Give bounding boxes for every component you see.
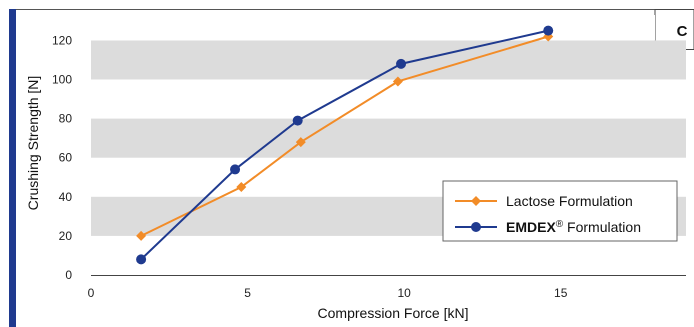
legend-box (442, 180, 678, 242)
x-tick-label: 5 (244, 286, 251, 300)
panel-letter: C (677, 23, 688, 40)
y-tick-label: 100 (52, 73, 72, 87)
data-point (136, 230, 147, 241)
legend: Lactose Formulation EMDEX® Formulation (442, 180, 678, 242)
y-tick-label: 80 (59, 112, 73, 126)
y-tick-label: 0 (65, 268, 72, 282)
series-layer (136, 25, 554, 265)
data-point (236, 182, 247, 193)
data-point (230, 164, 241, 175)
legend-lactose-label: Lactose Formulation (506, 193, 633, 209)
grid-bands (91, 15, 686, 236)
x-tick-labels: 0 5 10 15 (88, 286, 568, 300)
data-point (392, 76, 403, 87)
legend-entry-lactose: Lactose Formulation (455, 193, 633, 209)
legend-emdex-marker (471, 222, 481, 232)
x-tick-label: 10 (397, 286, 411, 300)
grid-band-top (91, 15, 655, 41)
grid-band (91, 118, 686, 158)
y-axis-title: Crushing Strength [N] (25, 76, 41, 211)
legend-emdex-bold: EMDEX (506, 219, 556, 235)
left-accent-bar (9, 9, 16, 327)
data-point (136, 254, 147, 265)
data-point (295, 137, 306, 148)
x-tick-label: 0 (88, 286, 95, 300)
y-tick-label: 20 (59, 229, 73, 243)
grid-band (91, 40, 686, 80)
y-tick-labels: 0 20 40 60 80 100 120 (52, 33, 72, 282)
x-tick-label: 15 (554, 286, 568, 300)
series-emdex (136, 25, 554, 265)
legend-emdex-sup: ® (556, 219, 564, 230)
x-axis-title: Compression Force [kN] (318, 305, 469, 321)
y-tick-label: 40 (59, 190, 73, 204)
y-tick-label: 60 (59, 151, 73, 165)
data-point (292, 115, 303, 126)
data-point (543, 25, 554, 36)
legend-emdex-rest: Formulation (563, 219, 641, 235)
legend-entry-emdex: EMDEX® Formulation (455, 219, 641, 235)
y-tick-label: 120 (52, 33, 72, 47)
legend-emdex-label: EMDEX® Formulation (506, 219, 641, 235)
legend-lactose-marker (471, 196, 481, 206)
data-point (396, 58, 407, 69)
